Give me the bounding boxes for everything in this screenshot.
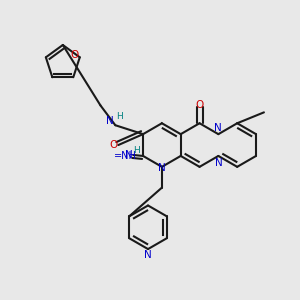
Text: O: O (109, 140, 118, 150)
Text: N: N (158, 163, 166, 173)
Text: N: N (106, 116, 114, 126)
Text: N: N (215, 158, 223, 168)
Text: =NH: =NH (114, 151, 137, 161)
Text: O: O (71, 50, 79, 60)
Text: H: H (133, 146, 140, 155)
Text: H: H (116, 112, 123, 121)
Text: O: O (195, 100, 204, 110)
Text: N: N (214, 123, 222, 133)
Text: N: N (125, 150, 133, 160)
Text: N: N (144, 250, 152, 260)
